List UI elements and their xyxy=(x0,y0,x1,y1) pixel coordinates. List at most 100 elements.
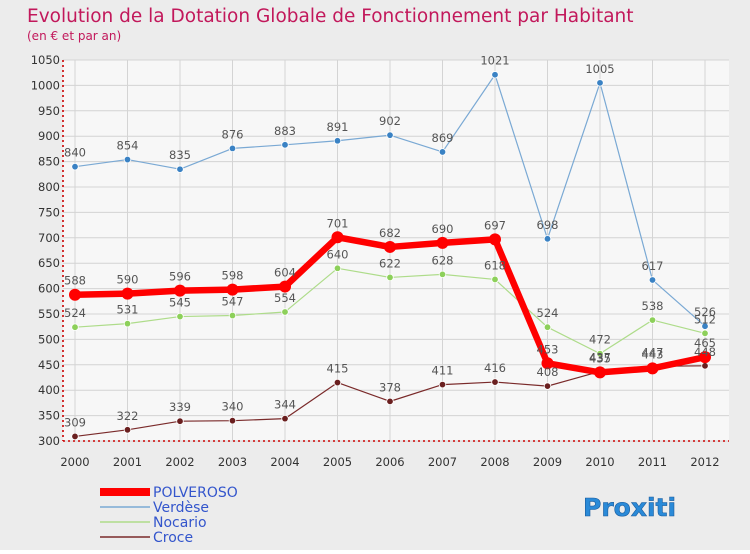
y-tick-label: 400 xyxy=(38,383,60,397)
data-label: 453 xyxy=(537,342,559,356)
x-tick-label: 2006 xyxy=(375,455,404,469)
data-point xyxy=(121,287,134,300)
data-point xyxy=(648,316,657,324)
data-point xyxy=(228,144,237,153)
data-label: 690 xyxy=(432,222,454,236)
data-label: 416 xyxy=(484,361,506,375)
data-point xyxy=(333,378,342,387)
data-label: 524 xyxy=(537,306,559,320)
data-point xyxy=(489,233,501,246)
data-label: 640 xyxy=(327,247,349,261)
x-tick-label: 2008 xyxy=(480,455,509,469)
data-label: 604 xyxy=(274,266,296,280)
series-verdese xyxy=(71,71,709,330)
data-label: 618 xyxy=(484,258,506,272)
data-label: 340 xyxy=(222,400,244,414)
data-point xyxy=(701,322,709,330)
x-tick-label: 2010 xyxy=(585,455,614,469)
data-point xyxy=(331,231,344,244)
x-tick-label: 2007 xyxy=(428,455,457,469)
data-point xyxy=(541,357,554,370)
data-point xyxy=(543,323,552,331)
data-point xyxy=(176,165,184,173)
axes: 300 350 400 450 500 550 600 650 700 750 800 850 900 9… xyxy=(31,53,729,469)
data-point xyxy=(438,380,447,389)
data-label: 697 xyxy=(484,218,506,232)
y-tick-label: 850 xyxy=(38,155,60,169)
data-label: 545 xyxy=(169,296,191,310)
chart-subtitle: (en € et par an) xyxy=(27,29,121,43)
data-point xyxy=(279,280,291,293)
data-point xyxy=(281,414,289,423)
data-label: 1021 xyxy=(480,54,509,68)
y-tick-label: 350 xyxy=(38,409,60,423)
y-tick-label: 1000 xyxy=(31,78,60,92)
data-label: 526 xyxy=(694,305,716,319)
data-label: 883 xyxy=(274,124,296,138)
data-label: 854 xyxy=(117,139,139,153)
data-label: 622 xyxy=(379,256,401,270)
data-label: 701 xyxy=(327,216,349,230)
data-label: 378 xyxy=(379,380,401,394)
data-label: 448 xyxy=(694,345,716,359)
data-label: 447 xyxy=(642,345,664,359)
data-point xyxy=(596,349,604,358)
data-label: 531 xyxy=(117,303,139,317)
x-tick-label: 2004 xyxy=(270,455,299,469)
data-point xyxy=(176,312,184,321)
data-point xyxy=(384,240,396,253)
data-point xyxy=(491,275,499,284)
data-point xyxy=(281,141,289,149)
data-label: 902 xyxy=(379,114,401,128)
data-label: 443 xyxy=(642,347,664,361)
data-label: 554 xyxy=(274,291,296,305)
legend-label: POLVEROSO xyxy=(153,485,238,501)
data-point xyxy=(436,236,449,249)
data-label: 891 xyxy=(327,120,349,134)
data-point xyxy=(386,273,394,282)
data-point xyxy=(69,288,81,301)
data-label: 538 xyxy=(642,299,664,313)
data-label: 408 xyxy=(537,365,559,379)
x-tick-label: 2000 xyxy=(60,455,89,469)
data-point xyxy=(438,148,447,156)
y-tick-label: 600 xyxy=(38,282,60,296)
data-point xyxy=(333,264,342,272)
data-label: 876 xyxy=(222,127,244,141)
series-group xyxy=(69,71,711,441)
chart-title: Evolution de la Dotation Globale de Fonc… xyxy=(27,6,634,27)
data-point xyxy=(438,270,447,279)
data-point xyxy=(226,283,239,296)
data-point xyxy=(386,397,394,406)
data-labels: 840 854 835 876 883 891 902 869 1021 698 1005 617 52… xyxy=(64,54,716,430)
data-point xyxy=(386,131,394,139)
data-label: 472 xyxy=(589,333,611,347)
series-polveroso xyxy=(69,231,711,379)
y-tick-label: 450 xyxy=(38,358,60,372)
data-label: 840 xyxy=(64,146,86,160)
brand-logo-text: Proxiti xyxy=(583,493,676,522)
data-point xyxy=(594,366,606,379)
series-nocario xyxy=(71,264,709,358)
y-tick-label: 500 xyxy=(38,332,60,346)
data-label: 415 xyxy=(327,362,349,376)
data-label: 512 xyxy=(694,312,716,326)
data-point xyxy=(228,416,237,425)
x-tick-label: 2009 xyxy=(533,455,562,469)
data-point xyxy=(71,323,79,331)
data-label: 617 xyxy=(642,259,664,273)
data-point xyxy=(701,362,709,370)
x-tick-label: 2012 xyxy=(690,455,719,469)
data-label: 628 xyxy=(432,253,454,267)
y-tick-label: 950 xyxy=(38,104,60,118)
data-label: 1005 xyxy=(585,62,614,76)
data-point xyxy=(543,235,552,243)
data-label: 339 xyxy=(169,400,191,414)
data-point xyxy=(491,378,499,386)
data-label: 344 xyxy=(274,398,296,412)
data-point xyxy=(648,276,657,284)
data-label: 435 xyxy=(589,351,611,365)
